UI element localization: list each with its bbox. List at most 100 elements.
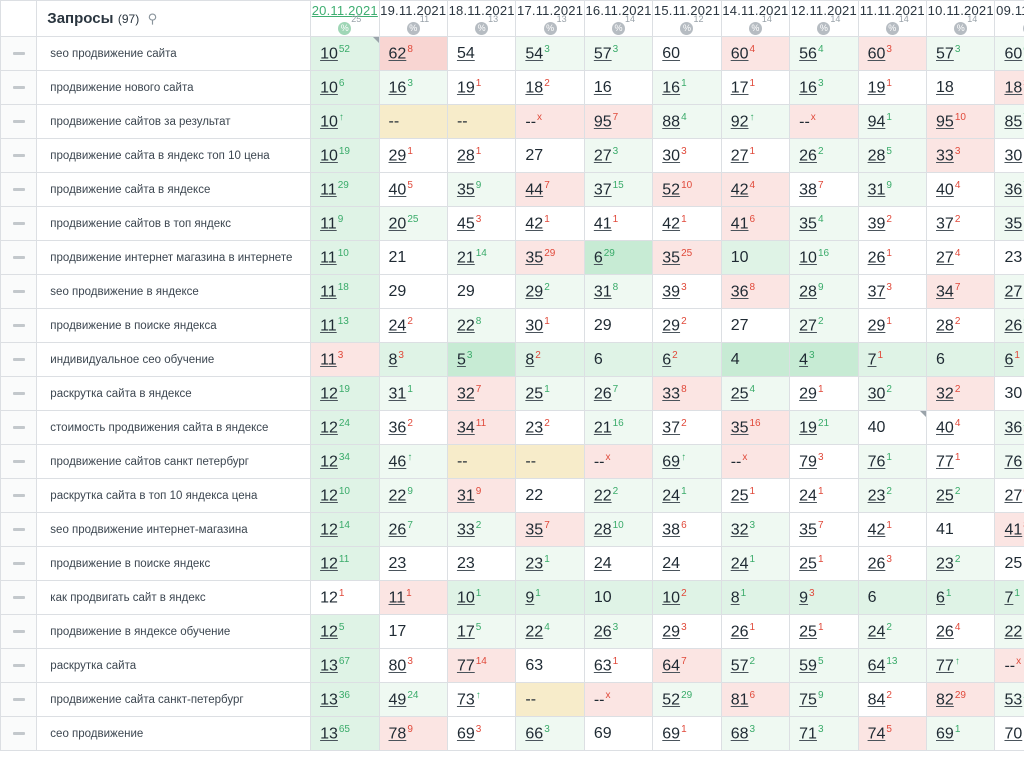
position-value[interactable]: 92 bbox=[730, 113, 749, 131]
position-cell[interactable]: 421 bbox=[857, 512, 928, 547]
position-value[interactable]: 26 bbox=[1004, 317, 1023, 335]
position-cell[interactable]: 327 bbox=[446, 376, 517, 411]
position-cell[interactable]: -- bbox=[446, 104, 517, 139]
position-cell[interactable]: 606 bbox=[994, 36, 1024, 71]
position-value[interactable]: 31 bbox=[456, 487, 475, 505]
position-value[interactable]: 63 bbox=[525, 656, 544, 674]
position-value[interactable]: 69 bbox=[936, 725, 954, 743]
position-value[interactable]: 13 bbox=[320, 725, 338, 743]
position-value[interactable]: -- bbox=[799, 113, 810, 131]
position-value[interactable]: 25 bbox=[730, 385, 749, 403]
position-cell[interactable]: --x bbox=[994, 648, 1024, 683]
position-value[interactable]: 10 bbox=[730, 248, 749, 266]
position-cell[interactable]: 163 bbox=[378, 70, 448, 105]
position-cell[interactable]: 171 bbox=[720, 70, 791, 105]
date-label[interactable]: 20.11.2021 bbox=[311, 3, 378, 18]
position-cell[interactable]: 23 bbox=[446, 546, 517, 581]
position-cell[interactable]: 793 bbox=[789, 444, 859, 479]
position-value[interactable]: 95 bbox=[936, 113, 954, 131]
position-value[interactable]: 29 bbox=[867, 317, 886, 335]
position-value[interactable]: 36 bbox=[388, 419, 407, 437]
date-label[interactable]: 10.11.2021 bbox=[927, 3, 994, 18]
position-value[interactable]: 37 bbox=[662, 419, 681, 437]
position-cell[interactable]: 93 bbox=[789, 580, 859, 615]
position-cell[interactable]: 404 bbox=[926, 410, 996, 445]
position-cell[interactable]: 30 bbox=[994, 376, 1024, 411]
position-value[interactable]: 32 bbox=[456, 385, 475, 403]
drag-handle-icon[interactable] bbox=[12, 85, 25, 89]
position-value[interactable]: 60 bbox=[730, 45, 749, 63]
position-value[interactable]: 60 bbox=[1004, 45, 1023, 63]
date-label[interactable]: 14.11.2021 bbox=[722, 3, 789, 18]
position-cell[interactable]: 1016 bbox=[789, 240, 859, 275]
position-value[interactable]: -- bbox=[525, 690, 537, 708]
position-value[interactable]: 17 bbox=[730, 79, 749, 97]
drag-handle-icon[interactable] bbox=[12, 663, 25, 667]
position-cell[interactable]: 182 bbox=[515, 70, 585, 105]
date-label[interactable]: 11.11.2021 bbox=[859, 3, 925, 18]
position-cell[interactable]: 628 bbox=[378, 36, 448, 71]
position-value[interactable]: 10 bbox=[320, 113, 338, 131]
position-value[interactable]: 22 bbox=[525, 486, 544, 504]
position-cell[interactable]: 2116 bbox=[583, 410, 654, 445]
position-cell[interactable]: 22 bbox=[515, 478, 585, 513]
position-value[interactable]: 52 bbox=[662, 691, 681, 709]
row-drag-handle[interactable] bbox=[0, 614, 38, 649]
position-value[interactable]: 28 bbox=[867, 147, 886, 165]
position-cell[interactable]: 1224 bbox=[310, 410, 380, 445]
position-cell[interactable]: 362 bbox=[994, 410, 1024, 445]
position-cell[interactable]: 387 bbox=[789, 172, 859, 207]
position-cell[interactable]: --x bbox=[583, 444, 654, 479]
drag-handle-icon[interactable] bbox=[12, 51, 25, 55]
position-cell[interactable]: 701 bbox=[994, 716, 1024, 751]
position-cell[interactable]: 263 bbox=[583, 614, 654, 649]
position-value[interactable]: 26 bbox=[936, 623, 954, 641]
position-value[interactable]: 6 bbox=[593, 350, 603, 368]
position-cell[interactable]: 18 bbox=[926, 70, 996, 105]
position-cell[interactable]: 183 bbox=[994, 70, 1024, 105]
position-value[interactable]: 12 bbox=[320, 521, 338, 539]
position-value[interactable]: 18 bbox=[936, 78, 954, 96]
position-value[interactable]: 4 bbox=[730, 350, 740, 368]
position-cell[interactable]: --x bbox=[583, 682, 654, 717]
position-cell[interactable]: 1365 bbox=[310, 716, 380, 751]
position-value[interactable]: 22 bbox=[593, 487, 612, 505]
position-cell[interactable]: 5323 bbox=[994, 682, 1024, 717]
position-value[interactable]: 57 bbox=[593, 45, 612, 63]
position-value[interactable]: 7 bbox=[867, 351, 877, 369]
position-value[interactable]: 30 bbox=[525, 317, 544, 335]
position-value[interactable]: 26 bbox=[867, 555, 886, 573]
position-value[interactable]: 36 bbox=[1004, 419, 1023, 437]
position-cell[interactable]: 41 bbox=[926, 512, 996, 547]
position-value[interactable]: 94 bbox=[867, 113, 886, 131]
position-value[interactable]: 35 bbox=[525, 521, 544, 539]
position-value[interactable]: 21 bbox=[593, 419, 612, 437]
position-cell[interactable]: 292 bbox=[652, 308, 722, 343]
position-value[interactable]: 28 bbox=[936, 317, 954, 335]
position-cell[interactable]: 6 bbox=[583, 342, 654, 377]
position-value[interactable]: 81 bbox=[730, 691, 749, 709]
position-value[interactable]: 23 bbox=[456, 554, 475, 572]
position-value[interactable]: 35 bbox=[799, 215, 817, 233]
position-cell[interactable]: 759 bbox=[789, 682, 859, 717]
date-column-header[interactable]: 11.11.2021% 14 bbox=[857, 0, 928, 37]
position-value[interactable]: 10 bbox=[799, 249, 817, 267]
position-cell[interactable]: 333 bbox=[926, 138, 996, 173]
position-cell[interactable]: 29 bbox=[583, 308, 654, 343]
position-value[interactable]: 26 bbox=[730, 623, 749, 641]
position-cell[interactable]: 1336 bbox=[310, 682, 380, 717]
row-drag-handle[interactable] bbox=[0, 376, 38, 411]
position-cell[interactable]: 2711 bbox=[994, 274, 1024, 309]
position-cell[interactable]: 319 bbox=[857, 172, 928, 207]
position-value[interactable]: 25 bbox=[525, 385, 544, 403]
position-value[interactable]: 24 bbox=[662, 554, 681, 572]
position-value[interactable]: 26 bbox=[388, 521, 407, 539]
row-drag-handle[interactable] bbox=[0, 410, 38, 445]
position-cell[interactable]: 101 bbox=[446, 580, 517, 615]
position-cell[interactable]: 281 bbox=[446, 138, 517, 173]
position-cell[interactable]: 251 bbox=[789, 546, 859, 581]
position-cell[interactable]: 2810 bbox=[583, 512, 654, 547]
position-value[interactable]: -- bbox=[730, 453, 742, 471]
position-value[interactable]: 36 bbox=[730, 283, 749, 301]
position-value[interactable]: 32 bbox=[936, 385, 954, 403]
